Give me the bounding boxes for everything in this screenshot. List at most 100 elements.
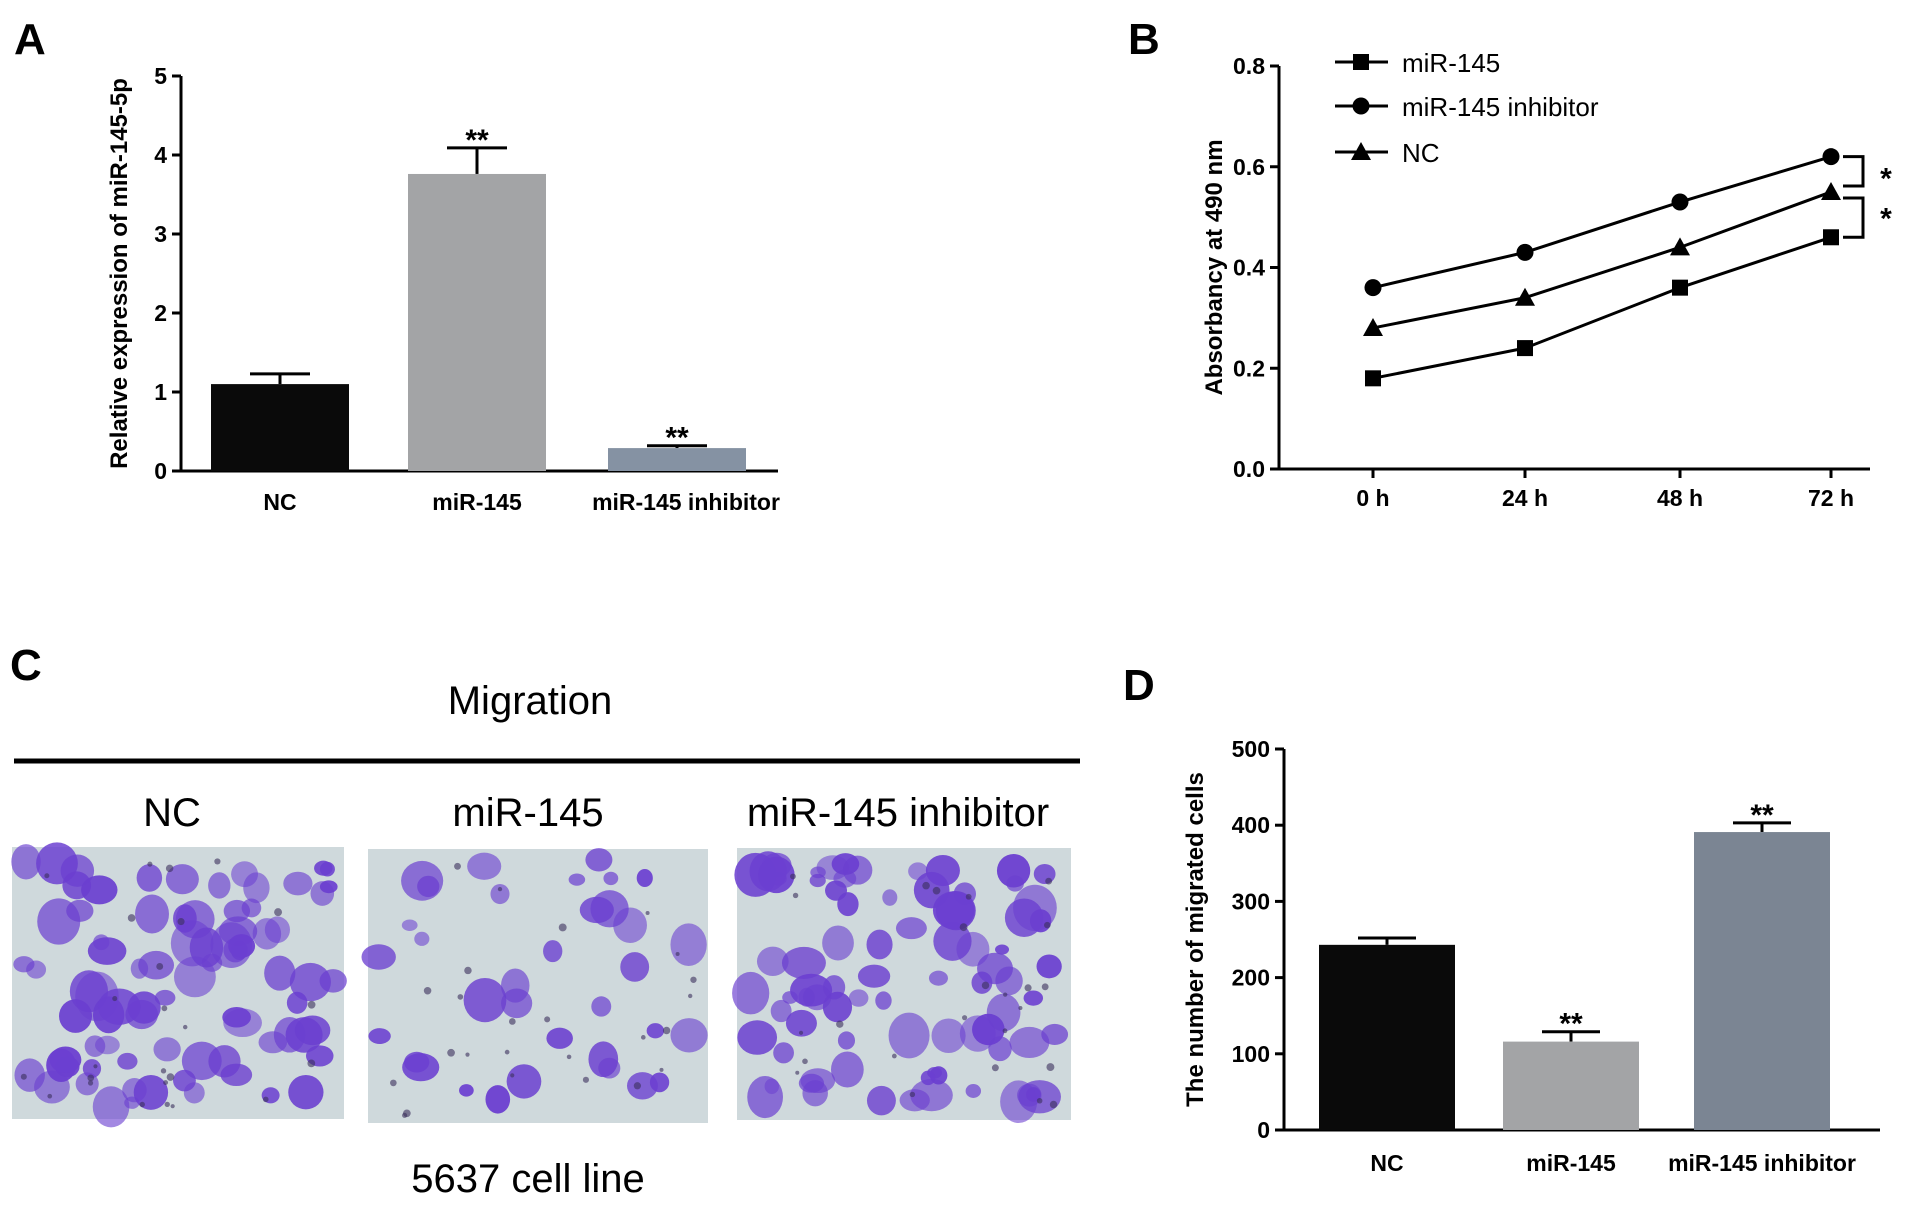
membrane-pore xyxy=(464,966,472,975)
legend-marker xyxy=(1352,97,1370,115)
stained-cell xyxy=(117,1052,138,1070)
stained-cell xyxy=(603,871,619,886)
membrane-pore xyxy=(20,1073,27,1080)
stained-cell xyxy=(798,1073,825,1093)
stained-cell xyxy=(888,1012,930,1059)
stained-cell xyxy=(895,917,927,940)
stained-cell xyxy=(414,931,430,946)
y-tick-label: 0.4 xyxy=(1233,255,1265,281)
stained-cell xyxy=(258,1031,288,1054)
panel-c-label-inhibitor: miR-145 inhibitor xyxy=(747,791,1049,835)
micrograph-image xyxy=(361,848,708,1123)
series-line xyxy=(1372,190,1832,330)
stained-cell xyxy=(988,1036,1012,1062)
bar xyxy=(408,173,546,471)
membrane-pore xyxy=(965,893,972,900)
data-point xyxy=(1822,148,1840,166)
y-tick-label: 0.8 xyxy=(1233,53,1265,79)
data-point xyxy=(1672,279,1688,296)
stained-cell xyxy=(925,854,960,887)
membrane-pore xyxy=(112,995,118,1002)
stained-cell xyxy=(620,952,650,982)
stained-cell xyxy=(670,923,707,966)
membrane-pore xyxy=(582,1076,589,1083)
stained-cell xyxy=(135,894,169,934)
stained-cell xyxy=(995,944,1010,955)
stained-cell xyxy=(133,1074,169,1110)
membrane-pore xyxy=(497,886,503,892)
y-axis-label: The number of migrated cells xyxy=(1182,772,1209,1107)
stained-cell xyxy=(165,864,199,895)
membrane-pore xyxy=(922,881,930,890)
stained-cell xyxy=(770,999,792,1023)
membrane-pore xyxy=(508,1018,516,1025)
stained-cell xyxy=(368,1028,391,1045)
membrane-pore xyxy=(447,1048,455,1057)
membrane-pore xyxy=(836,1020,844,1028)
stained-cell xyxy=(899,1089,930,1112)
y-tick-label: 1 xyxy=(154,379,167,405)
chart-b: 0.0 0.2 0.4 0.6 0.8 0 h 24 h 48 h 72 h Absorbancy… xyxy=(1201,48,1892,511)
stained-cell xyxy=(882,889,898,906)
membrane-pore xyxy=(1044,921,1051,929)
stained-cell xyxy=(241,898,262,918)
stained-cell xyxy=(646,1023,665,1039)
x-category-label: miR-145 inhibitor xyxy=(592,489,780,515)
y-tick-label: 3 xyxy=(154,221,167,247)
data-point xyxy=(1364,279,1382,297)
membrane-pore xyxy=(909,1091,916,1098)
panel-label-c: C xyxy=(10,641,42,690)
membrane-pore xyxy=(274,908,283,917)
stained-cell xyxy=(866,1085,896,1116)
data-point xyxy=(1363,317,1383,336)
membrane-pore xyxy=(962,1015,968,1021)
membrane-pore xyxy=(640,1035,646,1040)
micrographs xyxy=(11,842,1071,1128)
membrane-pore xyxy=(504,1049,510,1055)
membrane-pore xyxy=(262,1096,269,1103)
stained-cell xyxy=(920,1070,936,1086)
stained-cell xyxy=(208,1045,241,1078)
membrane-pore xyxy=(139,1101,145,1108)
membrane-pore xyxy=(465,1052,470,1057)
stained-cell xyxy=(294,1015,331,1046)
x-category-label: NC xyxy=(263,489,296,515)
bar xyxy=(1319,944,1455,1130)
stained-cell xyxy=(402,1053,440,1082)
membrane-pore xyxy=(932,886,941,895)
stained-cell xyxy=(62,871,92,900)
x-category-label: miR-145 xyxy=(432,489,522,515)
stained-cell xyxy=(866,929,893,960)
membrane-pore xyxy=(544,1016,551,1023)
x-tick-label: 24 h xyxy=(1502,485,1548,511)
membrane-pore xyxy=(164,1101,170,1108)
membrane-pore xyxy=(662,1026,671,1035)
bar xyxy=(211,384,349,471)
stained-cell xyxy=(773,1042,794,1064)
membrane-pore xyxy=(690,976,697,983)
stained-cell xyxy=(500,968,530,1003)
membrane-pore xyxy=(47,1093,53,1099)
membrane-pore xyxy=(688,993,693,999)
stained-cell xyxy=(459,1084,474,1097)
series-1 xyxy=(1364,148,1840,297)
chart-a: 0 1 2 3 4 5 Relative expression of miR-145-5p N… xyxy=(106,63,780,515)
membrane-pore xyxy=(790,873,796,880)
stained-cell xyxy=(97,988,141,1025)
stained-cell xyxy=(825,880,847,901)
stained-cell xyxy=(837,1031,856,1050)
membrane-pore xyxy=(147,861,153,867)
stained-cell xyxy=(781,946,826,979)
series-2 xyxy=(1363,181,1841,336)
membrane-pore xyxy=(1036,1097,1043,1104)
series-line xyxy=(1372,155,1832,290)
stained-cell xyxy=(613,907,647,943)
y-tick-label: 0.0 xyxy=(1233,456,1265,482)
significance-marker: ** xyxy=(1750,799,1774,832)
y-tick-label: 2 xyxy=(154,300,167,326)
membrane-pore xyxy=(160,1068,167,1074)
y-tick-label: 400 xyxy=(1232,812,1270,838)
membrane-pore xyxy=(457,994,464,1000)
y-axis-label: Absorbancy at 490 nm xyxy=(1201,139,1228,395)
stained-cell xyxy=(401,919,418,931)
